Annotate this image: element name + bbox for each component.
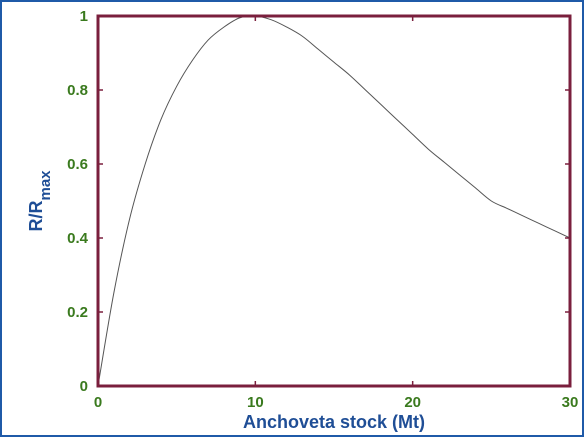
x-tick-label: 0 <box>94 394 102 411</box>
y-tick-label: 0.4 <box>67 230 89 247</box>
x-tick-label: 20 <box>404 394 421 411</box>
y-tick-label: 0 <box>80 378 88 395</box>
y-tick-label: 0.8 <box>67 82 88 99</box>
plot-area-box <box>96 14 572 388</box>
y-tick-label: 1 <box>80 8 88 25</box>
y-tick-label: 0.2 <box>67 304 88 321</box>
y-axis-label-main: R/R <box>26 201 46 232</box>
y-tick-label: 0.6 <box>67 156 88 173</box>
x-axis-label: Anchoveta stock (Mt) <box>243 412 425 432</box>
x-tick-label: 30 <box>562 394 579 411</box>
y-axis-label-subscript: max <box>37 170 54 201</box>
y-axis-label: R/Rmax <box>26 170 54 232</box>
series-line-0 <box>97 15 571 387</box>
x-tick-label: 10 <box>247 394 264 411</box>
